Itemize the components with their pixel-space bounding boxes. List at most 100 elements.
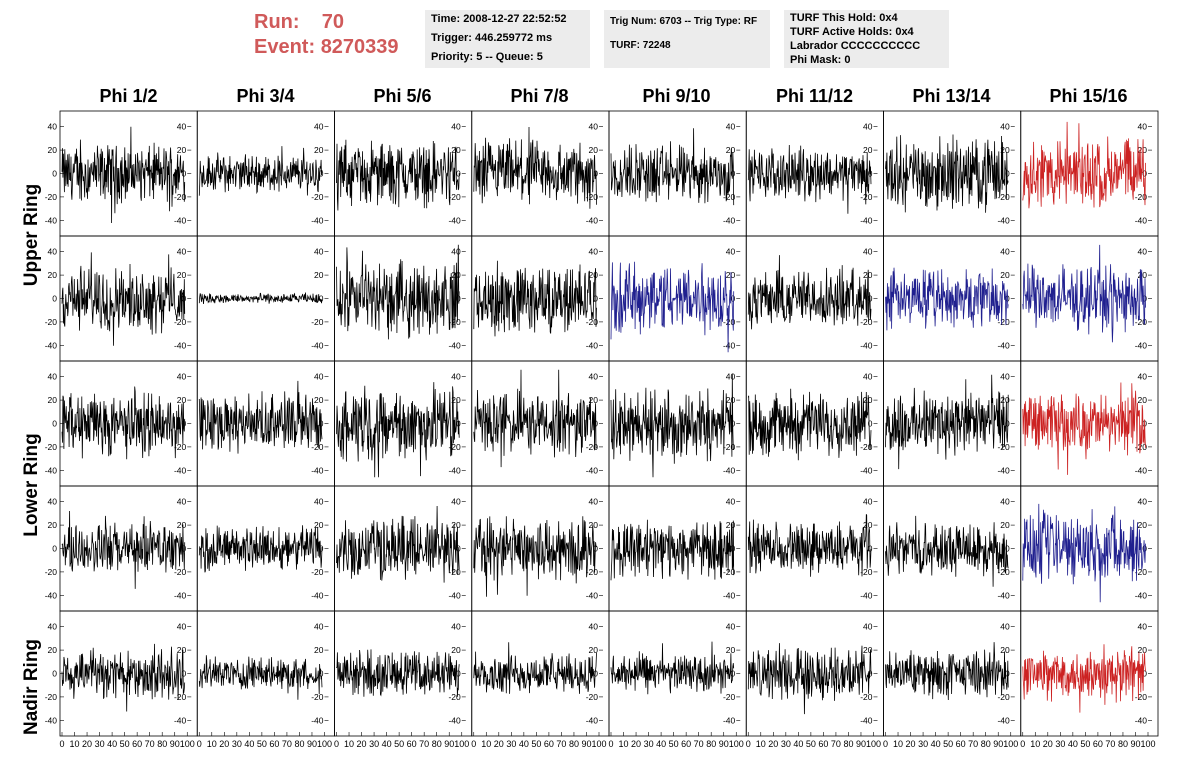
y-tick-label-right: -20 xyxy=(860,317,873,327)
x-tick-label: 90 xyxy=(719,739,729,749)
x-tick-label: 80 xyxy=(843,739,853,749)
x-tick-label: 20 xyxy=(219,739,229,749)
waveform-trace xyxy=(747,643,872,715)
x-tick-label: 20 xyxy=(631,739,641,749)
x-tick-label: 50 xyxy=(257,739,267,749)
x-tick-label: 50 xyxy=(531,739,541,749)
x-tick-label: 90 xyxy=(993,739,1003,749)
y-tick-label-right: -40 xyxy=(311,590,324,600)
y-tick-label-right: 0 xyxy=(182,544,187,554)
y-tick-label-right: -20 xyxy=(448,692,461,702)
y-tick-label-right: 20 xyxy=(726,395,736,405)
phi-mask-text: Phi Mask: 0 xyxy=(790,54,851,66)
run-event-block: Run: 70 Event: 8270339 xyxy=(254,10,399,60)
y-tick-label-right: -20 xyxy=(174,567,187,577)
y-tick-label-right: 40 xyxy=(314,497,324,507)
y-tick-label-right: 40 xyxy=(726,497,736,507)
x-tick-label: 30 xyxy=(506,739,516,749)
y-tick-label-right: -20 xyxy=(1135,442,1148,452)
x-tick-label: 70 xyxy=(694,739,704,749)
run-row: Run: 70 xyxy=(254,10,399,35)
y-tick-label-right: -20 xyxy=(723,692,736,702)
x-tick-label: 20 xyxy=(494,739,504,749)
x-tick-label: 90 xyxy=(307,739,317,749)
y-tick-label: 0 xyxy=(52,419,57,429)
y-tick-label-right: 20 xyxy=(177,145,187,155)
y-tick-label-right: 20 xyxy=(863,145,873,155)
y-tick-label-right: 40 xyxy=(314,247,324,257)
x-tick-label: 20 xyxy=(906,739,916,749)
y-tick-label-right: -40 xyxy=(448,215,461,225)
y-tick-label: 40 xyxy=(48,247,58,257)
y-tick-label-right: -40 xyxy=(1135,715,1148,725)
y-tick-label: -20 xyxy=(45,567,58,577)
y-tick-label-right: 40 xyxy=(589,497,599,507)
y-tick-label-right: -20 xyxy=(311,442,324,452)
y-tick-label-right: -40 xyxy=(586,590,599,600)
y-tick-label-right: 40 xyxy=(1000,622,1010,632)
x-tick-label: 80 xyxy=(157,739,167,749)
y-tick-label-right: 0 xyxy=(319,544,324,554)
x-tick-label: 30 xyxy=(644,739,654,749)
x-tick-label: 30 xyxy=(781,739,791,749)
x-tick-label: 80 xyxy=(706,739,716,749)
y-tick-label-right: 40 xyxy=(1000,247,1010,257)
y-tick-label: -40 xyxy=(45,715,58,725)
x-tick-label: 80 xyxy=(569,739,579,749)
y-tick-label-right: 40 xyxy=(1000,372,1010,382)
x-tick-label: 0 xyxy=(197,739,202,749)
y-tick-label-right: 0 xyxy=(182,669,187,679)
y-tick-label: 40 xyxy=(48,622,58,632)
run-label: Run: xyxy=(254,11,300,33)
y-tick-label-right: -40 xyxy=(1135,340,1148,350)
waveform-trace xyxy=(1022,503,1146,603)
x-tick-label: 40 xyxy=(244,739,254,749)
waveform-trace xyxy=(198,380,323,454)
column-header-phi-7-8: Phi 7/8 xyxy=(510,86,569,106)
y-tick-label-right: -40 xyxy=(311,215,324,225)
y-tick-label-right: 40 xyxy=(589,247,599,257)
x-tick-label: 70 xyxy=(419,739,429,749)
y-tick-label-right: 20 xyxy=(863,645,873,655)
y-tick-label-right: 40 xyxy=(863,497,873,507)
y-tick-label-right: 40 xyxy=(451,122,461,132)
waveform-trace xyxy=(198,655,323,700)
y-tick-label: 40 xyxy=(48,497,58,507)
y-tick-label-right: 20 xyxy=(1000,395,1010,405)
event-label: Event: xyxy=(254,36,316,58)
y-tick-label-right: 40 xyxy=(726,372,736,382)
y-tick-label-right: -40 xyxy=(997,715,1010,725)
y-tick-label-right: 20 xyxy=(314,645,324,655)
waveform-trace xyxy=(747,514,872,577)
y-tick-label-right: -40 xyxy=(997,215,1010,225)
x-tick-label: 30 xyxy=(918,739,928,749)
x-tick-label: 100 xyxy=(729,739,744,749)
y-tick-label-right: -40 xyxy=(860,590,873,600)
y-tick-label-right: 20 xyxy=(1000,145,1010,155)
x-tick-label: 70 xyxy=(831,739,841,749)
y-tick-label-right: -40 xyxy=(997,340,1010,350)
y-tick-label-right: 40 xyxy=(177,122,187,132)
y-tick-label-right: -20 xyxy=(174,692,187,702)
y-tick-label-right: -20 xyxy=(860,692,873,702)
y-tick-label-right: -20 xyxy=(1135,317,1148,327)
x-tick-label: 50 xyxy=(943,739,953,749)
y-tick-label-right: -20 xyxy=(448,567,461,577)
waveform-trace xyxy=(610,519,735,581)
y-tick-label-right: -20 xyxy=(723,567,736,577)
trigger-info-box: Trig Num: 6703 -- Trig Type: RF TURF: 72… xyxy=(604,10,770,68)
waveform-trace xyxy=(61,252,186,346)
y-tick-label-right: 40 xyxy=(177,247,187,257)
y-tick-label-right: 20 xyxy=(589,520,599,530)
y-tick-label-right: -20 xyxy=(311,317,324,327)
turf-hold-text: TURF This Hold: 0x4 xyxy=(790,12,898,24)
y-tick-label-right: -20 xyxy=(1135,692,1148,702)
column-header-phi-15-16: Phi 15/16 xyxy=(1049,86,1128,106)
x-tick-label: 60 xyxy=(1093,739,1103,749)
y-tick-label-right: -20 xyxy=(997,317,1010,327)
y-tick-label-right: 40 xyxy=(451,372,461,382)
y-tick-label-right: 0 xyxy=(319,669,324,679)
y-tick-label-right: -20 xyxy=(586,567,599,577)
y-tick-label: -20 xyxy=(45,442,58,452)
waveform-trace xyxy=(1022,382,1146,475)
